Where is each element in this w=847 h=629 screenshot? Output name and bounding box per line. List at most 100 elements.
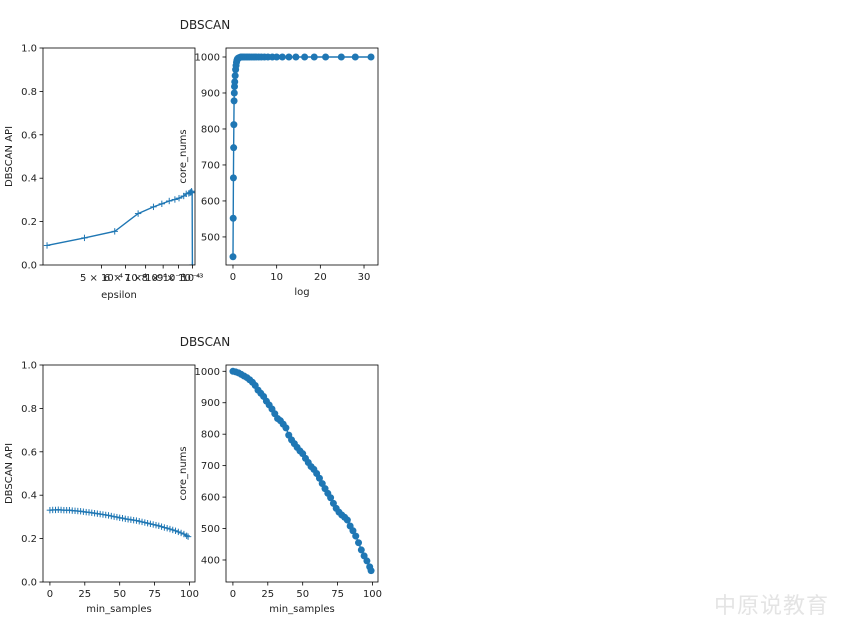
data-point xyxy=(231,72,239,80)
data-point xyxy=(171,196,179,203)
data-point xyxy=(136,518,143,525)
x-tick-label: 25 xyxy=(261,589,274,600)
x-tick-label: 30 xyxy=(358,272,371,283)
data-series xyxy=(229,53,375,261)
data-point xyxy=(43,242,51,249)
y-tick-label: 0.8 xyxy=(21,404,37,415)
y-tick-label: 700 xyxy=(201,160,220,171)
y-tick-label: 1.0 xyxy=(21,44,37,55)
y-tick-label: 0.0 xyxy=(21,578,37,589)
x-axis-label: log xyxy=(294,287,309,298)
chart-log-vs-core-nums: 500 600 700 800 900 1000 0 10 20 30 log core_nums DB… xyxy=(178,18,379,298)
y-axis-label: DBSCAN API xyxy=(4,443,15,504)
chart-epsilon-vs-api: 0.0 0.2 0.4 0.6 0.8 1.0 5 × 10⁻⁴6 × 10⁻⁴7 × 10… xyxy=(4,44,203,302)
series-line xyxy=(49,509,189,538)
data-point xyxy=(188,188,195,195)
data-point xyxy=(144,519,151,527)
data-point xyxy=(230,97,238,105)
x-tick-label: 0 xyxy=(230,272,236,283)
y-tick-label: 0.4 xyxy=(21,174,37,185)
data-point xyxy=(119,515,126,522)
data-point xyxy=(367,53,375,61)
x-tick-label: 75 xyxy=(148,589,161,600)
x-tick-label: 7 × 10⁻⁴ xyxy=(124,273,167,284)
data-point xyxy=(158,523,165,530)
data-point xyxy=(343,516,351,524)
data-point xyxy=(177,529,185,537)
data-point xyxy=(166,525,174,533)
data-point xyxy=(155,522,162,529)
data-point xyxy=(187,188,195,196)
data-point xyxy=(229,253,237,261)
series-line xyxy=(232,370,372,571)
data-point xyxy=(141,519,149,526)
data-point xyxy=(81,234,88,242)
data-point xyxy=(184,533,192,540)
x-tick-label: 100 xyxy=(180,589,199,600)
data-point xyxy=(337,53,345,61)
data-point xyxy=(322,53,330,61)
x-tick-label: 0 xyxy=(230,589,236,600)
x-tick-label: 6 × 10⁻⁴ xyxy=(104,273,147,284)
watermark-text: 中原说教育 xyxy=(714,594,830,619)
y-tick-label: 600 xyxy=(201,493,220,504)
series-line xyxy=(232,56,372,257)
x-tick-label: 0 xyxy=(47,589,53,600)
x-tick-label: 9 × 10⁻⁴ xyxy=(157,273,200,284)
x-axis-label: epsilon xyxy=(101,290,137,301)
data-point xyxy=(172,527,179,534)
y-tick-label: 500 xyxy=(201,524,220,535)
chart-title: DBSCAN xyxy=(180,335,230,349)
y-tick-label: 0.0 xyxy=(21,261,37,272)
x-tick-label: 10 xyxy=(270,272,283,283)
y-tick-label: 0.8 xyxy=(21,87,37,98)
y-tick-label: 400 xyxy=(201,555,220,566)
data-point xyxy=(150,203,157,211)
y-tick-label: 0.6 xyxy=(21,130,37,141)
x-tick-label: 5 × 10⁻⁴ xyxy=(80,273,123,284)
y-tick-label: 0.2 xyxy=(21,217,37,228)
data-point xyxy=(231,78,239,86)
data-point xyxy=(189,261,195,265)
x-tick-label: 10⁻³ xyxy=(181,273,203,284)
x-tick-label: 50 xyxy=(296,589,309,600)
y-tick-label: 1000 xyxy=(195,367,220,378)
y-tick-label: 600 xyxy=(201,196,220,207)
data-point xyxy=(166,197,173,205)
data-point xyxy=(327,494,335,502)
data-point xyxy=(355,539,363,547)
data-point xyxy=(230,144,238,152)
data-point xyxy=(183,532,190,539)
data-series xyxy=(229,367,375,575)
data-point xyxy=(161,524,168,531)
data-point xyxy=(352,532,360,540)
chart-title: DBSCAN xyxy=(180,18,230,32)
data-point xyxy=(351,53,359,61)
data-point xyxy=(169,526,176,534)
axes-frame xyxy=(42,364,196,583)
data-point xyxy=(285,53,293,61)
data-point xyxy=(229,214,237,222)
data-point xyxy=(315,474,323,482)
data-point xyxy=(282,424,290,432)
data-point xyxy=(108,512,115,520)
y-tick-label: 900 xyxy=(201,88,220,99)
data-point xyxy=(230,89,238,97)
data-point xyxy=(113,513,121,521)
data-point xyxy=(349,527,357,535)
data-point xyxy=(363,557,371,565)
data-point xyxy=(152,521,160,529)
x-tick-label: 100 xyxy=(363,589,382,600)
data-series xyxy=(46,506,192,540)
data-point xyxy=(134,210,142,217)
data-point xyxy=(175,194,183,202)
x-axis-label: min_samples xyxy=(269,604,334,615)
axes-frame xyxy=(225,47,379,266)
chart-min-samples-vs-core-nums: 400 500 600 700 800 900 1000 0 25 50 75 100 min_samp… xyxy=(178,335,382,615)
series-line xyxy=(46,189,194,265)
data-point xyxy=(310,53,318,61)
data-point xyxy=(301,53,309,61)
data-point xyxy=(175,528,182,536)
y-tick-label: 0.6 xyxy=(21,447,37,458)
